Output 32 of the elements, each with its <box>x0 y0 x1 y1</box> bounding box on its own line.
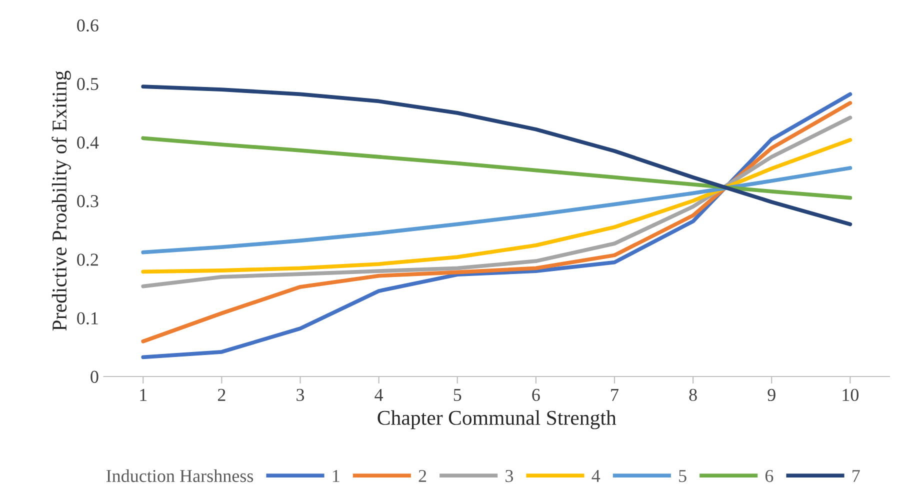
line-series <box>141 116 852 288</box>
legend-label: 6 <box>765 470 774 482</box>
x-tick-label: 4 <box>374 388 384 401</box>
x-tick-label: 1 <box>140 388 147 401</box>
legend-label: 1 <box>332 470 340 482</box>
line-series <box>141 84 852 226</box>
y-tick-label: 0.6 <box>77 19 98 32</box>
x-tick-label: 6 <box>532 388 540 402</box>
x-tick-label: 8 <box>689 388 697 402</box>
x-tick-label: 9 <box>768 388 776 402</box>
y-tick-label: 0.4 <box>77 136 99 149</box>
x-tick-label: 7 <box>611 389 618 401</box>
x-tick-label: 3 <box>296 388 304 402</box>
line-series <box>141 136 852 200</box>
x-axis-title: Chapter Communal Strength <box>378 410 616 430</box>
x-tick-label: 5 <box>454 389 462 402</box>
y-tick-label: 0.3 <box>77 195 98 208</box>
legend-title: Induction Harshness <box>106 469 254 482</box>
line-series <box>141 138 852 274</box>
legend-label: 3 <box>506 470 514 482</box>
y-tick-label: 0.1 <box>77 312 98 324</box>
line-series <box>141 166 852 254</box>
legend-label: 2 <box>418 470 426 482</box>
legend-label: 5 <box>679 470 686 482</box>
legend-label: 4 <box>592 470 600 482</box>
y-tick-label: 0.2 <box>77 254 98 266</box>
y-tick-label: 0 <box>90 370 98 383</box>
x-tick-label: 10 <box>842 388 859 402</box>
y-tick-label: 0.5 <box>77 78 98 90</box>
y-axis-title: Predictive Proability of Exiting <box>52 70 71 331</box>
legend-label: 7 <box>852 470 860 482</box>
x-tick-label: 2 <box>218 388 226 401</box>
